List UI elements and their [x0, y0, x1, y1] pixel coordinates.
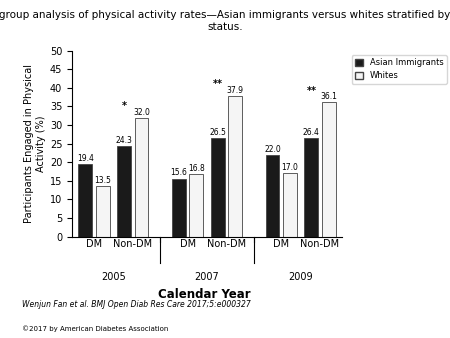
Text: 16.8: 16.8: [188, 164, 205, 173]
Text: BMJ Open
Diabetes
Research
& Care: BMJ Open Diabetes Research & Care: [364, 294, 414, 334]
Text: 15.6: 15.6: [171, 168, 187, 177]
Bar: [211, 138, 225, 237]
Bar: [135, 118, 148, 237]
Text: **: **: [213, 79, 223, 89]
Text: *: *: [122, 101, 127, 111]
Bar: [322, 102, 336, 237]
Text: 17.0: 17.0: [281, 163, 298, 172]
Text: **: **: [306, 86, 316, 96]
Text: Calendar Year: Calendar Year: [158, 288, 251, 300]
Text: 2007: 2007: [194, 272, 220, 282]
Text: 32.0: 32.0: [133, 107, 150, 117]
Bar: [266, 155, 279, 237]
Text: 2005: 2005: [101, 272, 126, 282]
Y-axis label: Participants Engaged in Physical
Activity (%): Participants Engaged in Physical Activit…: [24, 64, 45, 223]
Text: ©2017 by American Diabetes Association: ©2017 by American Diabetes Association: [22, 325, 169, 332]
Text: 13.5: 13.5: [94, 176, 111, 185]
Bar: [117, 146, 131, 237]
Text: 36.1: 36.1: [320, 92, 337, 101]
Bar: [228, 96, 242, 237]
Text: 24.3: 24.3: [116, 136, 133, 145]
Bar: [283, 173, 297, 237]
Text: 37.9: 37.9: [226, 86, 243, 95]
Text: Wenjun Fan et al. BMJ Open Diab Res Care 2017;5:e000327: Wenjun Fan et al. BMJ Open Diab Res Care…: [22, 300, 251, 309]
Text: Subgroup analysis of physical activity rates—Asian immigrants versus whites stra: Subgroup analysis of physical activity r…: [0, 10, 450, 32]
Bar: [189, 174, 203, 237]
Bar: [305, 139, 318, 237]
Text: 26.5: 26.5: [209, 128, 226, 137]
Text: 26.4: 26.4: [303, 128, 320, 137]
Text: 2009: 2009: [288, 272, 313, 282]
Text: 22.0: 22.0: [264, 145, 281, 154]
Bar: [172, 178, 186, 237]
Bar: [78, 165, 92, 237]
Bar: [96, 186, 109, 237]
Text: 19.4: 19.4: [77, 154, 94, 163]
Legend: Asian Immigrants, Whites: Asian Immigrants, Whites: [351, 55, 447, 84]
